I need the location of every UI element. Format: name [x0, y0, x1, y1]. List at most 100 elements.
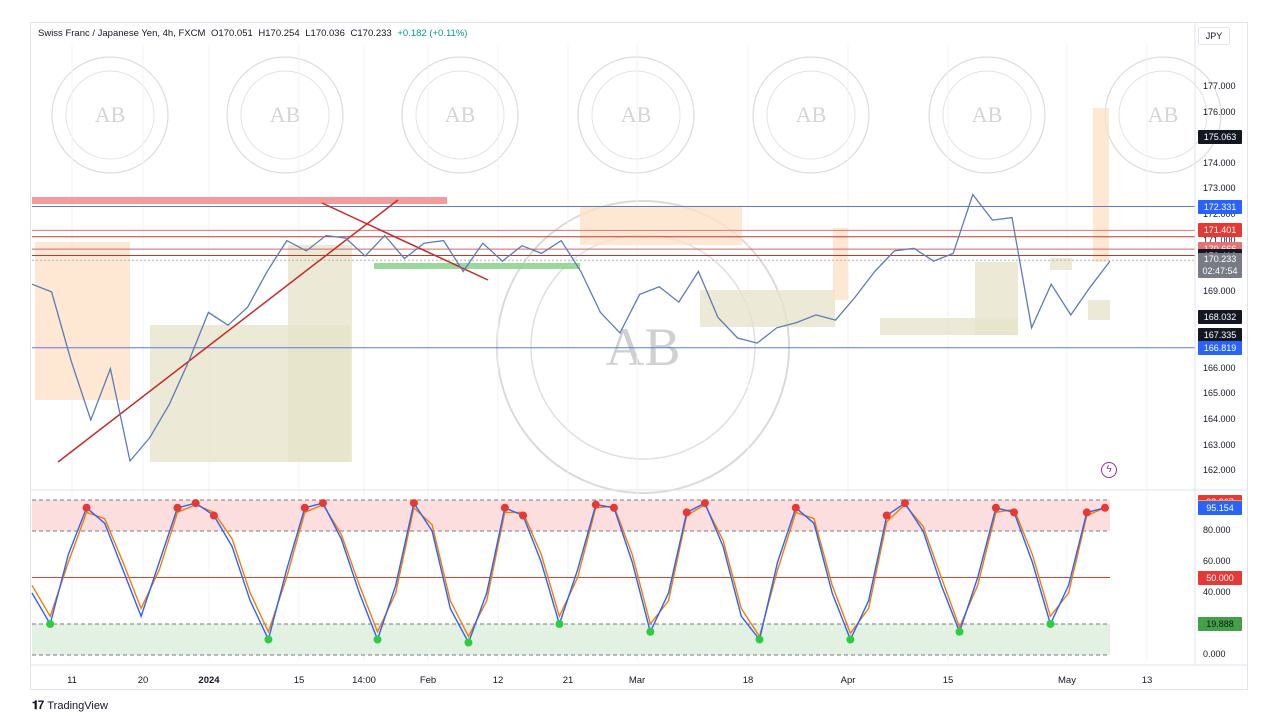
watermark-seal-inner — [240, 70, 330, 160]
time-axis-label: 13 — [1141, 675, 1153, 686]
oversold-signal-dot — [1046, 620, 1055, 628]
oscillator-value-tag: 95.154 — [1198, 500, 1242, 515]
price-axis-label: 162.000 — [1203, 465, 1236, 476]
symbol-header: Swiss Franc / Japanese Yen, 4h, FXCM O17… — [38, 28, 470, 39]
time-axis-label: 12 — [492, 675, 504, 686]
price-axis-label: 174.000 — [1203, 157, 1236, 168]
watermark-seal — [752, 56, 870, 174]
watermark-seal — [226, 56, 344, 174]
oversold-signal-dot — [464, 638, 473, 647]
watermark-ab-text: AB — [270, 102, 301, 127]
overbought-signal-dot — [609, 503, 618, 512]
oversold-signal-dot — [555, 620, 564, 628]
watermark-seal-inner — [942, 70, 1032, 160]
time-axis-label: Mar — [628, 675, 646, 686]
ohlc-change: +0.182 (+0.11%) — [397, 28, 468, 39]
time-axis-label: Feb — [419, 675, 437, 686]
currency-button[interactable]: JPY — [1198, 27, 1230, 45]
watermark-seal — [928, 56, 1046, 174]
watermark-ab-text: AB — [796, 102, 827, 127]
overbought-signal-dot — [882, 511, 891, 520]
last-price-tag: 170.233 02:47:54 — [1198, 253, 1242, 279]
support-zone — [374, 263, 580, 269]
zone-box — [35, 242, 130, 400]
zone-box — [1093, 108, 1109, 262]
price-tag: 175.063 — [1198, 129, 1242, 144]
watermark-ab-text: AB — [621, 102, 652, 127]
oversold-signal-dot — [846, 635, 855, 644]
overbought-signal-dot — [519, 511, 528, 520]
watermark-ab-text: AB — [445, 102, 476, 127]
time-axis-label: May — [1058, 675, 1076, 686]
watermark-seal — [577, 56, 695, 174]
price-tag: 167.335 — [1198, 327, 1242, 342]
price-tag: 168.032 — [1198, 309, 1242, 324]
overbought-signal-dot — [191, 499, 200, 508]
time-axis-label: 21 — [562, 675, 574, 686]
watermark-seal-inner — [1118, 70, 1208, 160]
chart-frame — [30, 22, 1248, 690]
watermark-seal-inner — [415, 70, 505, 160]
overbought-signal-dot — [900, 499, 909, 508]
price-axis-label: 177.000 — [1203, 80, 1236, 91]
overbought-signal-dot — [1101, 503, 1109, 512]
overbought-signal-dot — [1082, 508, 1091, 517]
watermark-big-ab-text: AB — [605, 317, 680, 377]
oscillator-value-tag: 50.000 — [1198, 570, 1242, 585]
lightning-icon[interactable]: ϟ — [1101, 462, 1117, 478]
price-axis-label: 171.000 — [1203, 234, 1236, 245]
price-axis-label: 176.000 — [1203, 106, 1236, 117]
resistance-zone — [32, 197, 447, 204]
watermark-ab-text: AB — [1148, 102, 1179, 127]
oversold-signal-dot — [755, 635, 764, 644]
time-axis-label: 15 — [293, 675, 305, 686]
overbought-signal-dot — [173, 503, 182, 512]
zone-box — [288, 245, 352, 462]
overbought-signal-dot — [409, 499, 418, 508]
tradingview-logo[interactable]: 𝟏7 TradingView — [32, 698, 108, 713]
oversold-signal-dot — [646, 627, 655, 636]
time-axis-label: 18 — [742, 675, 754, 686]
tradingview-brand-label: TradingView — [47, 699, 108, 712]
trendline-up — [57, 199, 399, 463]
overbought-signal-dot — [209, 511, 218, 520]
oscillator-axis-label: 60.000 — [1203, 556, 1231, 566]
price-axis-label: 172.000 — [1203, 209, 1236, 219]
overbought-signal-dot — [318, 499, 327, 508]
watermark-seal-inner — [591, 70, 681, 160]
last-price-value: 170.233 — [1203, 254, 1237, 265]
price-axis-label: 164.000 — [1203, 414, 1236, 424]
ohlc-open: O170.051 — [211, 28, 253, 39]
time-axis-label: 15 — [942, 675, 954, 686]
zone-box — [1050, 258, 1072, 270]
oversold-signal-dot — [264, 635, 273, 644]
time-axis-label: 11 — [67, 675, 77, 686]
overbought-signal-dot — [591, 500, 600, 509]
overbought-signal-dot — [300, 503, 309, 512]
price-axis-label: 165.000 — [1203, 388, 1236, 399]
time-axis-label: 2024 — [198, 675, 220, 686]
price-axis-label: 173.000 — [1203, 183, 1236, 194]
time-axis-label: Apr — [840, 675, 856, 686]
overbought-signal-dot — [82, 503, 91, 512]
ohlc-high: H170.254 — [258, 28, 300, 39]
zone-box — [833, 228, 848, 300]
watermark-seal — [401, 56, 519, 174]
overbought-signal-dot — [500, 503, 509, 512]
price-axis-label: 169.000 — [1203, 285, 1236, 296]
overbought-signal-dot — [700, 499, 709, 508]
oscillator-value-tag: 19.888 — [1198, 617, 1242, 632]
price-tag: 171.401 — [1198, 223, 1242, 238]
overbought-signal-dot — [682, 508, 691, 517]
symbol-title[interactable]: Swiss Franc / Japanese Yen, 4h, FXCM — [38, 28, 206, 39]
oscillator-axis-label: 0.000 — [1203, 649, 1226, 659]
price-axis-label: 163.000 — [1203, 439, 1236, 450]
zone-box — [580, 207, 742, 245]
oversold-signal-dot — [46, 620, 55, 628]
overbought-signal-dot — [1010, 508, 1019, 517]
oversold-signal-dot — [955, 627, 964, 636]
watermark-ab-text: AB — [95, 102, 126, 127]
zone-box — [700, 290, 835, 327]
oversold-signal-dot — [373, 635, 382, 644]
